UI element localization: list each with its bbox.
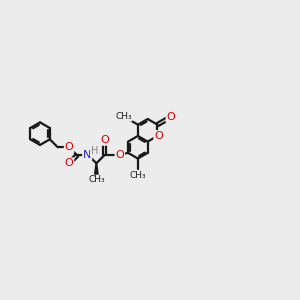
Text: O: O	[100, 135, 109, 145]
Text: O: O	[65, 158, 74, 168]
Text: O: O	[154, 131, 163, 141]
Text: O: O	[65, 142, 74, 152]
Text: N: N	[83, 150, 92, 160]
Text: CH₃: CH₃	[115, 112, 132, 121]
Text: O: O	[167, 112, 175, 122]
Text: O: O	[116, 150, 124, 160]
Text: CH₃: CH₃	[130, 171, 146, 180]
Text: H: H	[91, 146, 98, 156]
Polygon shape	[94, 163, 98, 175]
Text: CH₃: CH₃	[88, 176, 105, 184]
